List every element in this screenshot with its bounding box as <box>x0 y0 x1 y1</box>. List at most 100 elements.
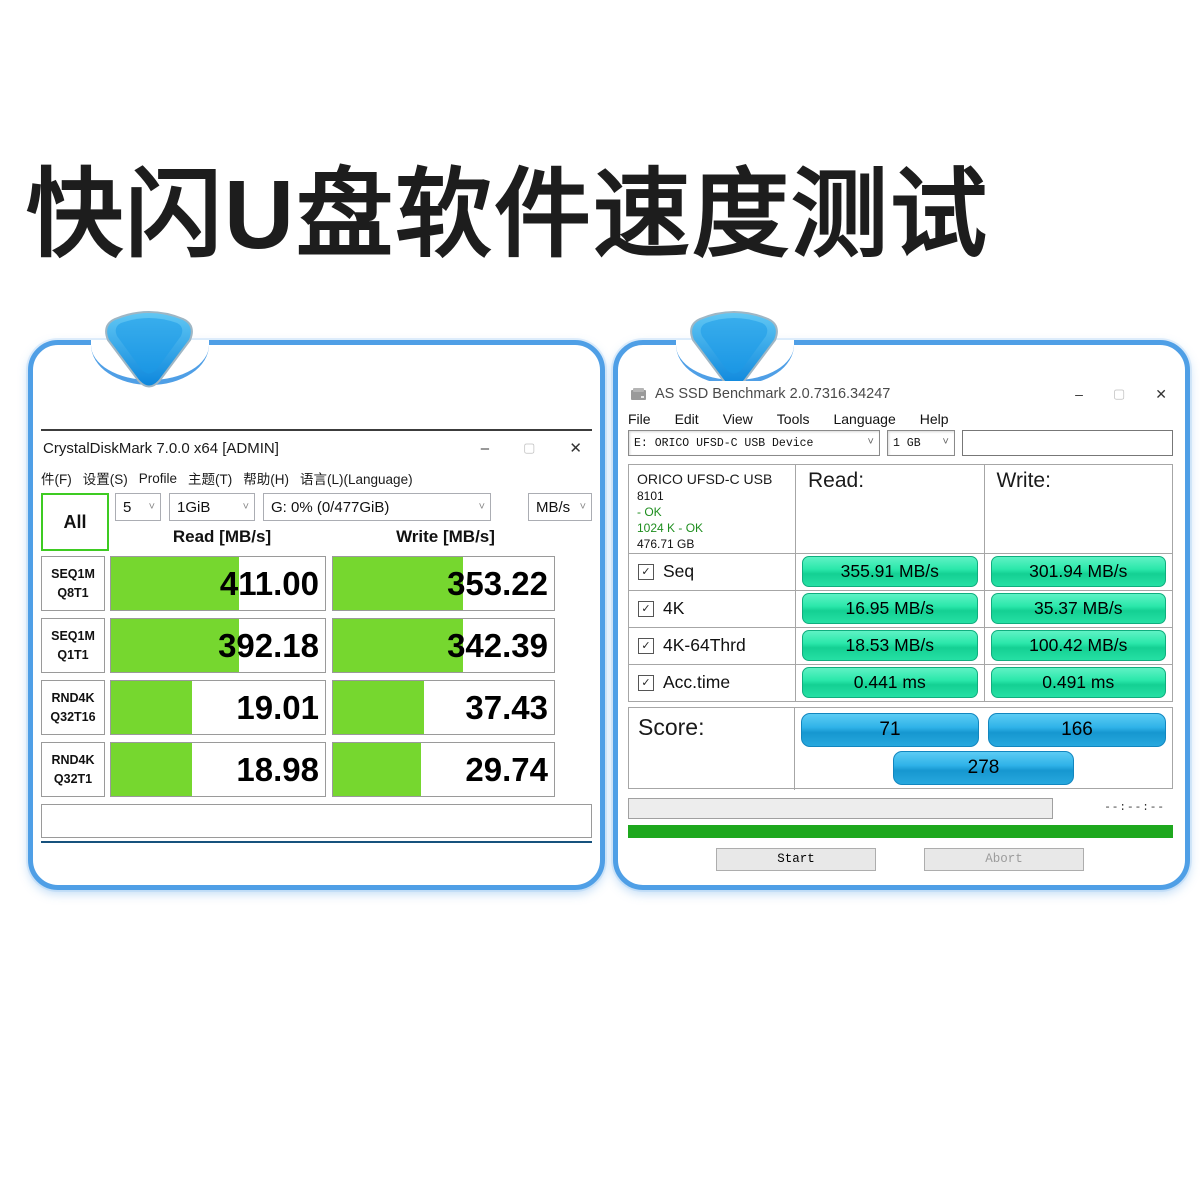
write-bar-fill <box>333 557 464 610</box>
start-button[interactable]: Start <box>716 847 876 871</box>
read-result-cell: 392.18 <box>110 618 326 673</box>
drive-info-panel: ORICO UFSD-C USB 8101 - OK 1024 K - OK 4… <box>629 465 795 553</box>
asssd-menu-file[interactable]: File <box>628 410 651 427</box>
test-size-select[interactable]: 1GiB ˅ <box>169 493 255 521</box>
asssd-menu-view[interactable]: View <box>722 410 753 427</box>
all-test-button[interactable]: All <box>41 493 109 551</box>
target-drive-select[interactable]: G: 0% (0/477GiB) ˅ <box>263 493 491 521</box>
asssd-window-controls: – ▢ ✕ <box>1075 386 1167 403</box>
chevron-down-icon: ˅ <box>478 501 485 513</box>
drive-select[interactable]: E: ORICO UFSD-C USB Device ˅ <box>628 430 880 457</box>
elapsed-time: --:--:-- <box>1104 802 1165 815</box>
4k-64thrd-write-value: 100.42 MB/s <box>990 630 1166 662</box>
write-result-cell: 353.22 <box>332 556 555 611</box>
seq-read-value: 355.91 MB/s <box>802 556 978 588</box>
cdm-column-headers: Read [MB/s] Write [MB/s] <box>115 521 592 547</box>
maximize-icon[interactable]: ▢ <box>1112 386 1126 402</box>
cdm-menu-theme[interactable]: 主题(T) <box>188 472 233 487</box>
unit-select[interactable]: MB/s ˅ <box>528 493 592 521</box>
cdm-dropdown-row: 5 ˅ 1GiB ˅ G: 0% (0/477GiB) ˅ MB/s <box>115 493 592 521</box>
write-result-cell: 342.39 <box>332 618 555 673</box>
chevron-down-icon: ˅ <box>867 437 874 450</box>
write-bar-fill <box>333 619 464 672</box>
acc-time-checkbox[interactable]: ✓ <box>638 674 654 691</box>
read-value: 18.98 <box>236 750 319 788</box>
row-label-seq1m-q8t1[interactable]: SEQ1M Q8T1 <box>41 556 105 611</box>
drive-icon <box>631 388 646 401</box>
acc-time-write-value: 0.491 ms <box>990 667 1166 699</box>
row-test-name: RND4K <box>51 752 95 767</box>
cdm-menu-help[interactable]: 帮助(H) <box>243 472 290 487</box>
test-count-select[interactable]: 5 ˅ <box>115 493 161 521</box>
write-bar-fill <box>333 681 424 734</box>
asssd-window-title: AS SSD Benchmark 2.0.7316.34247 <box>655 386 891 403</box>
score-label: Score: <box>629 707 795 790</box>
crystaldiskmark-card: CrystalDiskMark 7.0.0 x64 [ADMIN] – ▢ ✕ … <box>28 311 605 890</box>
read-result-cell: 18.98 <box>110 742 326 797</box>
write-column-header: Write [MB/s] <box>396 527 495 546</box>
read-bar-fill <box>111 743 193 796</box>
cdm-menu-file[interactable]: 件(F) <box>41 472 72 487</box>
asssd-menu-edit[interactable]: Edit <box>674 410 699 427</box>
cdm-controls: All 5 ˅ 1GiB ˅ G: 0% (0/477GiB) <box>41 493 592 551</box>
seq-checkbox[interactable]: ✓ <box>638 563 654 580</box>
row-test-name: SEQ1M <box>51 628 95 643</box>
minimize-icon[interactable]: – <box>1075 386 1083 403</box>
4k-read-value: 16.95 MB/s <box>802 593 978 625</box>
read-column-header: Read: <box>795 464 984 553</box>
score-section: Score: 71 166 278 <box>628 706 1173 790</box>
read-result-cell: 411.00 <box>110 556 326 611</box>
cdm-menu-language[interactable]: 语言(L)(Language) <box>300 472 413 487</box>
target-drive-value: G: 0% (0/477GiB) <box>271 498 390 516</box>
drive-select-value: E: ORICO UFSD-C USB Device <box>634 436 814 450</box>
asssd-titlebar: AS SSD Benchmark 2.0.7316.34247 – ▢ ✕ <box>628 381 1173 408</box>
cdm-menu-settings[interactable]: 设置(S) <box>82 472 128 487</box>
close-icon[interactable]: ✕ <box>1155 385 1167 402</box>
row-label-seq: ✓ Seq <box>629 552 795 590</box>
drive-status-1: - OK <box>637 504 662 519</box>
row-label-rnd4k-q32t16[interactable]: RND4K Q32T16 <box>41 680 105 735</box>
cdm-window-title: CrystalDiskMark 7.0.0 x64 [ADMIN] <box>43 439 279 457</box>
cdm-control-right: 5 ˅ 1GiB ˅ G: 0% (0/477GiB) ˅ MB/s <box>115 493 592 551</box>
score-values: 71 166 278 <box>795 708 1172 790</box>
row-label-4k-64thrd: ✓ 4K-64Thrd <box>629 626 795 664</box>
asssd-menu-language[interactable]: Language <box>833 410 896 427</box>
clip-triangle-icon <box>690 311 778 388</box>
minimize-icon[interactable]: – <box>480 439 490 457</box>
4k-checkbox[interactable]: ✓ <box>638 600 654 617</box>
row-test-name: SEQ1M <box>51 566 95 581</box>
write-result-cell: 301.94 MB/s <box>983 552 1172 590</box>
progress-row: --:--:-- <box>628 797 1173 820</box>
acc-time-read-value: 0.441 ms <box>802 667 978 699</box>
seq-write-value: 301.94 MB/s <box>990 556 1166 588</box>
asssd-menu-tools[interactable]: Tools <box>776 410 810 427</box>
info-textbox[interactable] <box>962 430 1173 457</box>
abort-button[interactable]: Abort <box>924 847 1084 871</box>
read-column-header: Read [MB/s] <box>172 527 272 546</box>
write-value: 353.22 <box>447 564 548 602</box>
write-result-cell: 35.37 MB/s <box>983 589 1172 627</box>
read-result-cell: 355.91 MB/s <box>795 552 984 590</box>
asssd-card: AS SSD Benchmark 2.0.7316.34247 – ▢ ✕ Fi… <box>613 311 1190 890</box>
read-value: 392.18 <box>218 626 319 664</box>
row-label-rnd4k-q32t1[interactable]: RND4K Q32T1 <box>41 742 105 797</box>
cdm-window-controls: – ▢ ✕ <box>480 439 582 458</box>
row-label-text: Seq <box>663 561 695 582</box>
write-result-cell: 0.491 ms <box>983 663 1172 701</box>
test-size-value: 1GiB <box>177 498 211 516</box>
read-bar-fill <box>111 619 240 672</box>
4k-64thrd-checkbox[interactable]: ✓ <box>638 637 654 654</box>
test-size-select[interactable]: 1 GB ˅ <box>887 430 955 457</box>
maximize-icon[interactable]: ▢ <box>523 440 536 455</box>
read-result-cell: 19.01 <box>110 680 326 735</box>
cdm-menu-profile[interactable]: Profile <box>138 470 178 486</box>
close-icon[interactable]: ✕ <box>569 440 582 457</box>
row-label-seq1m-q1t1[interactable]: SEQ1M Q1T1 <box>41 618 105 673</box>
row-queue-depth: Q1T1 <box>57 647 89 662</box>
asssd-menu-help[interactable]: Help <box>919 410 949 427</box>
cdm-results-table: SEQ1M Q8T1 411.00 353.22 SEQ1M <box>41 556 592 797</box>
read-value: 19.01 <box>236 688 319 726</box>
button-row: Start Abort <box>628 847 1173 871</box>
chevron-down-icon: ˅ <box>148 501 155 513</box>
chevron-down-icon: ˅ <box>579 501 586 513</box>
